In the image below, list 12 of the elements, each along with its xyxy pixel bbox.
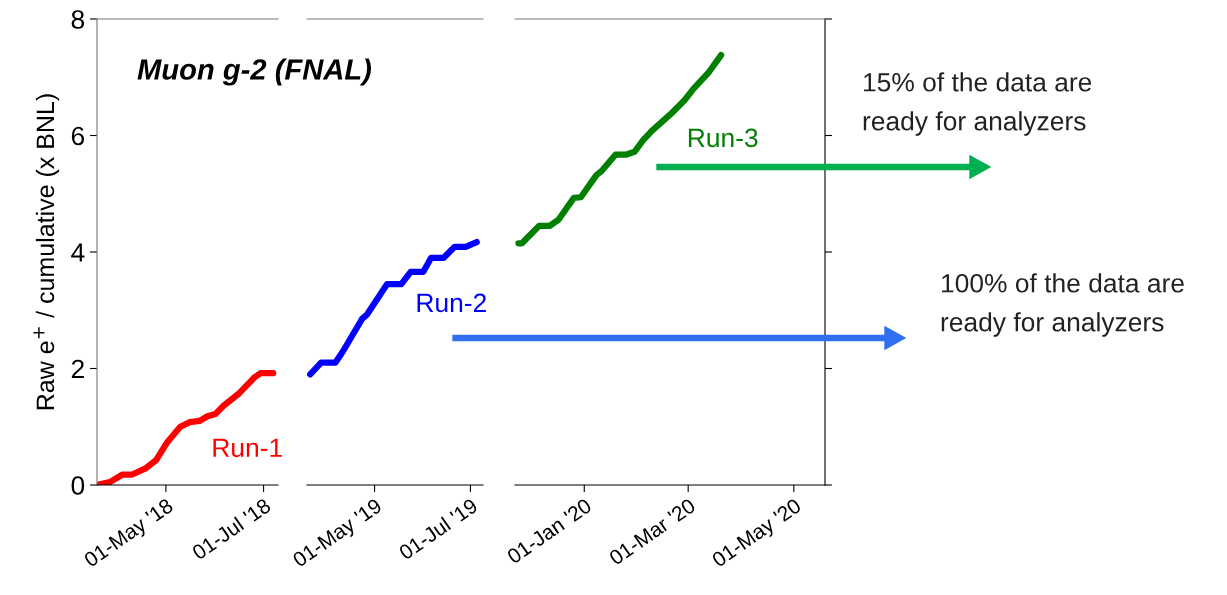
y-tick-label: 6 xyxy=(71,126,85,146)
y-tick-label: 8 xyxy=(71,10,85,29)
text: Muon g-2 (FNAL) xyxy=(137,58,372,86)
text: 15% of the data are ready for analyzers xyxy=(863,72,1092,136)
y-tick-label: 0 xyxy=(71,476,85,495)
y-tick-label: 2 xyxy=(71,359,84,379)
series-label: Run-3 xyxy=(688,128,758,148)
y-tick-label: 4 xyxy=(71,243,85,262)
series-label: Run-2 xyxy=(417,293,486,313)
text: 100% of the data are ready for analyzers xyxy=(941,273,1184,337)
y-axis-title: Raw e$^{+}$ / cumulative (x BNL) xyxy=(33,94,60,410)
series-label: Run-1 xyxy=(213,438,282,458)
